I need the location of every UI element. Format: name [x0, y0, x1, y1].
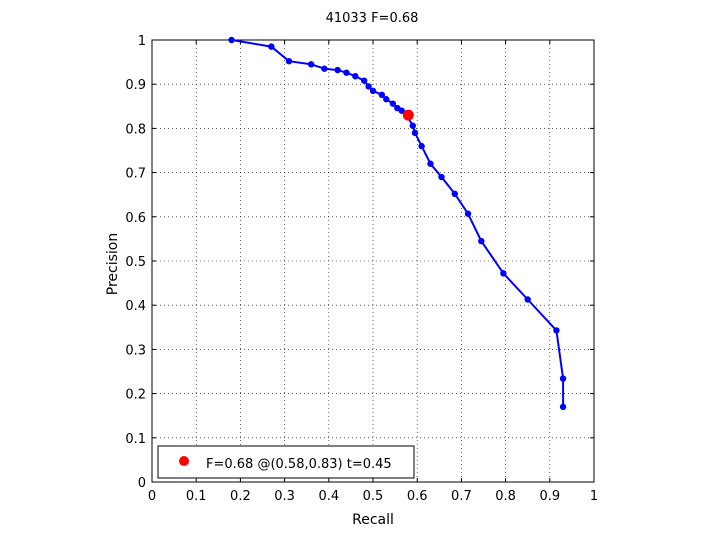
data-point: [409, 122, 416, 129]
x-tick-label: 0.1: [186, 489, 207, 504]
x-tick-label: 0.5: [363, 489, 384, 504]
data-point: [334, 66, 341, 74]
data-point: [418, 142, 425, 150]
data-point: [500, 270, 507, 277]
grid: [152, 40, 594, 482]
y-tick-label: 0: [138, 476, 146, 491]
chart-title: 41033 F=0.68: [326, 11, 419, 26]
x-axis-ticks: 0 0.1 0.2 0.3 0.4 0.5 0.6 0.7 0.8 0.9 1: [148, 40, 598, 504]
y-tick-label: 0.4: [125, 299, 146, 314]
legend: F=0.68 @(0.58,0.83) t=0.45: [157, 445, 415, 479]
best-f-point-group: [402, 109, 414, 121]
y-tick-label: 0.7: [125, 167, 146, 182]
data-point: [365, 83, 372, 90]
pr-curve: [228, 36, 567, 411]
data-point: [360, 77, 368, 84]
x-tick-label: 0.7: [451, 489, 472, 504]
data-point: [464, 210, 472, 217]
x-axis-label: Recall: [352, 512, 394, 528]
data-point: [559, 403, 567, 411]
y-tick-label: 0.3: [125, 343, 146, 358]
y-tick-label: 0.5: [125, 255, 146, 270]
data-point: [553, 327, 560, 334]
best-f-point: [402, 109, 414, 121]
data-point: [228, 36, 235, 44]
x-tick-label: 0.4: [318, 489, 339, 504]
x-tick-label: 0: [148, 489, 156, 504]
y-tick-label: 0.2: [125, 388, 146, 403]
data-point: [411, 129, 419, 137]
x-tick-label: 1: [590, 489, 598, 504]
data-point: [451, 190, 458, 198]
data-point: [285, 58, 293, 65]
y-tick-label: 0.6: [125, 211, 146, 226]
data-point: [352, 73, 359, 80]
data-point: [307, 61, 315, 68]
y-tick-label: 0.9: [125, 78, 146, 93]
data-point: [427, 160, 434, 167]
x-tick-label: 0.8: [495, 489, 516, 504]
y-axis-label: Precision: [105, 233, 121, 295]
y-tick-label: 0.1: [125, 432, 146, 447]
data-point: [268, 43, 275, 50]
y-tick-label: 1: [138, 34, 146, 49]
x-tick-label: 0.9: [539, 489, 560, 504]
y-tick-label: 0.8: [125, 122, 146, 137]
data-point: [524, 296, 531, 303]
data-point: [438, 173, 445, 181]
data-point: [378, 91, 386, 99]
legend-entry: F=0.68 @(0.58,0.83) t=0.45: [206, 457, 392, 472]
data-point: [321, 65, 328, 72]
x-tick-label: 0.6: [407, 489, 428, 504]
legend-box: [157, 445, 415, 479]
data-point: [369, 87, 377, 95]
x-tick-label: 0.3: [274, 489, 295, 504]
data-point: [478, 237, 485, 245]
legend-marker: [179, 456, 189, 466]
data-point: [389, 100, 397, 107]
x-tick-label: 0.2: [230, 489, 251, 504]
y-axis-ticks: 0 0.1 0.2 0.3 0.4 0.5 0.6 0.7 0.8 0.9 1: [125, 34, 594, 491]
series-line: [231, 39, 565, 407]
data-point: [343, 69, 350, 76]
data-point: [383, 96, 390, 103]
data-point: [559, 375, 567, 382]
data-point: [398, 107, 405, 114]
